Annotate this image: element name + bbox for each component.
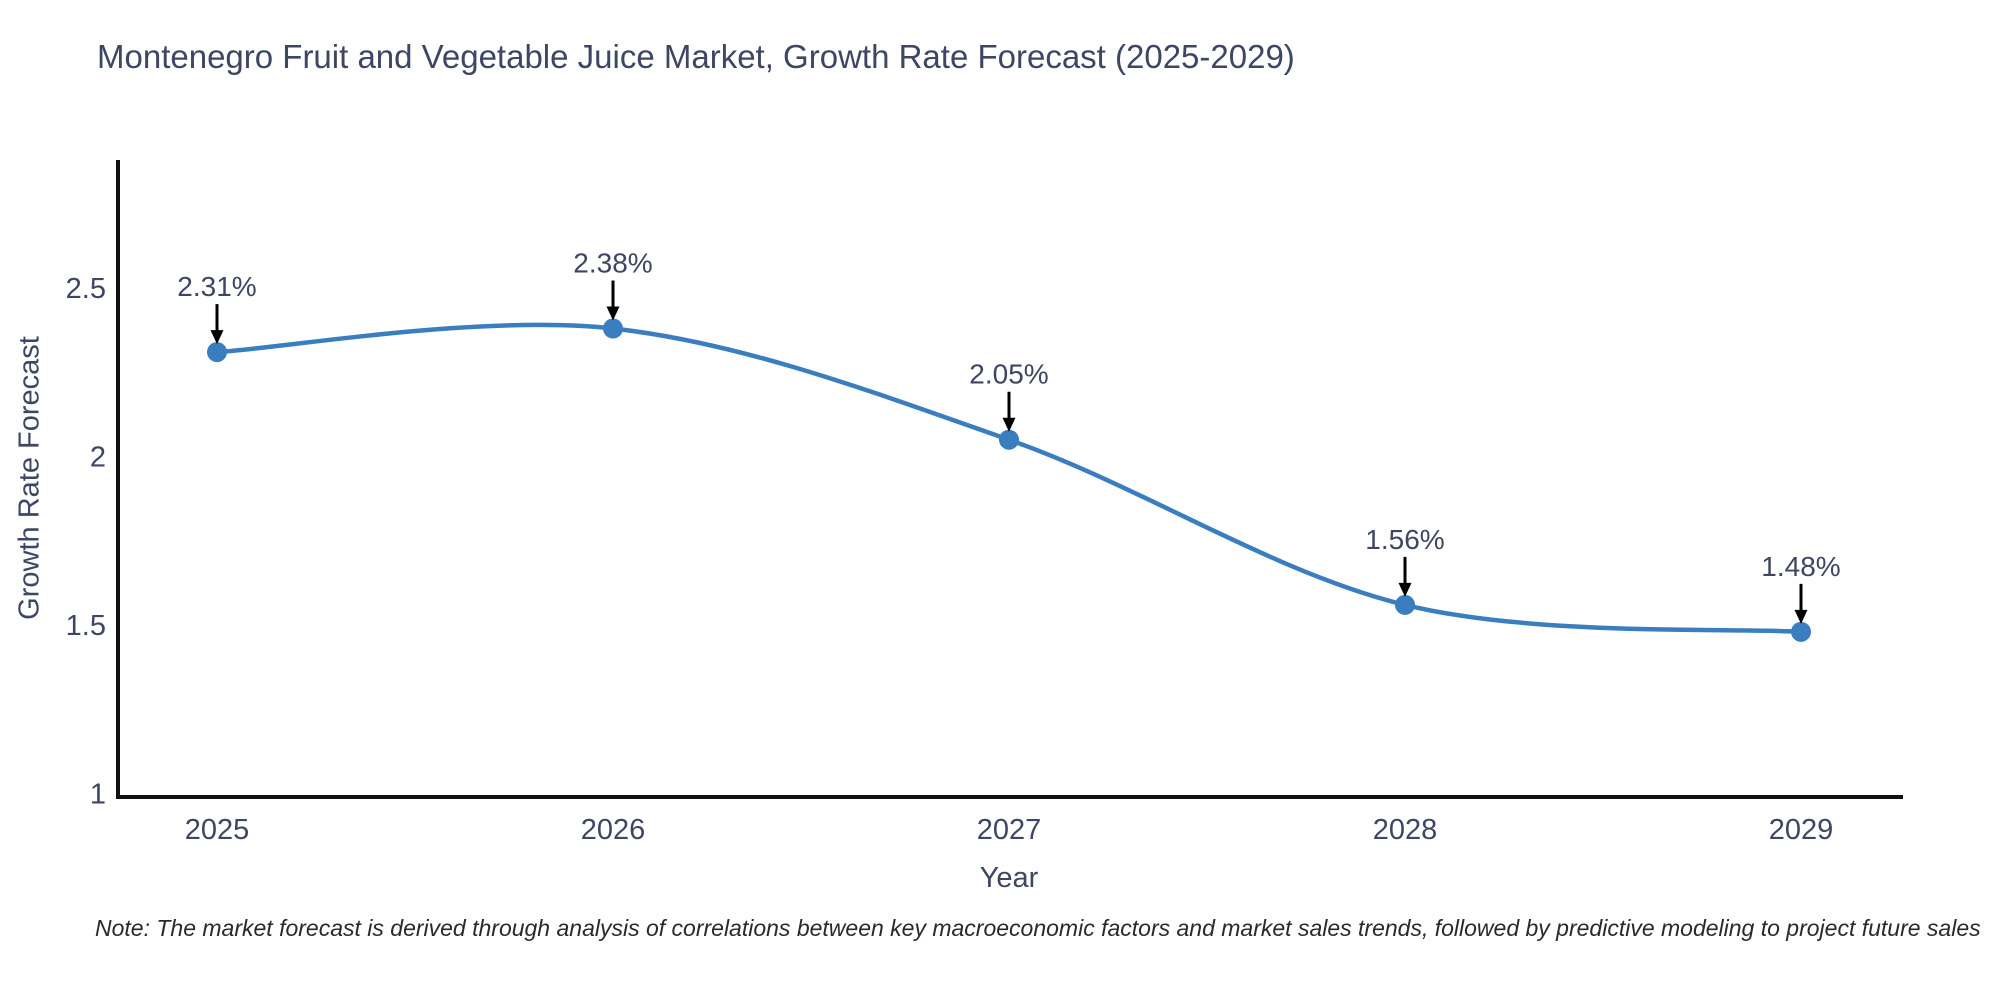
y-tick-label: 2.5: [66, 273, 106, 305]
data-point-marker: [1395, 594, 1415, 615]
x-tick-label: 2028: [1373, 814, 1438, 846]
annotation-arrow-head: [606, 306, 620, 321]
data-point-marker: [1791, 621, 1811, 642]
x-tick-label: 2026: [581, 814, 646, 846]
data-point-marker: [999, 429, 1019, 450]
data-point-label: 1.48%: [1761, 551, 1840, 582]
footnote: Note: The market forecast is derived thr…: [95, 915, 1981, 941]
chart-title: Montenegro Fruit and Vegetable Juice Mar…: [97, 38, 1295, 75]
x-tick-label: 2025: [185, 814, 250, 846]
data-point-label: 2.31%: [177, 271, 256, 302]
y-tick-label: 2: [90, 442, 106, 474]
annotation-arrow-head: [1794, 609, 1808, 624]
annotation-arrow-head: [210, 330, 224, 345]
x-tick-label: 2029: [1769, 814, 1834, 846]
annotation-arrow-head: [1002, 417, 1016, 432]
y-tick-label: 1: [90, 779, 106, 811]
annotation-arrow-head: [1398, 582, 1412, 597]
x-axis-title: Year: [979, 862, 1039, 894]
data-point-marker: [207, 342, 227, 363]
y-tick-label: 1.5: [66, 610, 106, 642]
x-tick-label: 2027: [977, 814, 1042, 846]
data-point-label: 2.38%: [573, 248, 652, 279]
data-point-marker: [603, 318, 623, 339]
data-point-label: 1.56%: [1365, 524, 1444, 555]
data-point-label: 2.05%: [969, 359, 1048, 390]
